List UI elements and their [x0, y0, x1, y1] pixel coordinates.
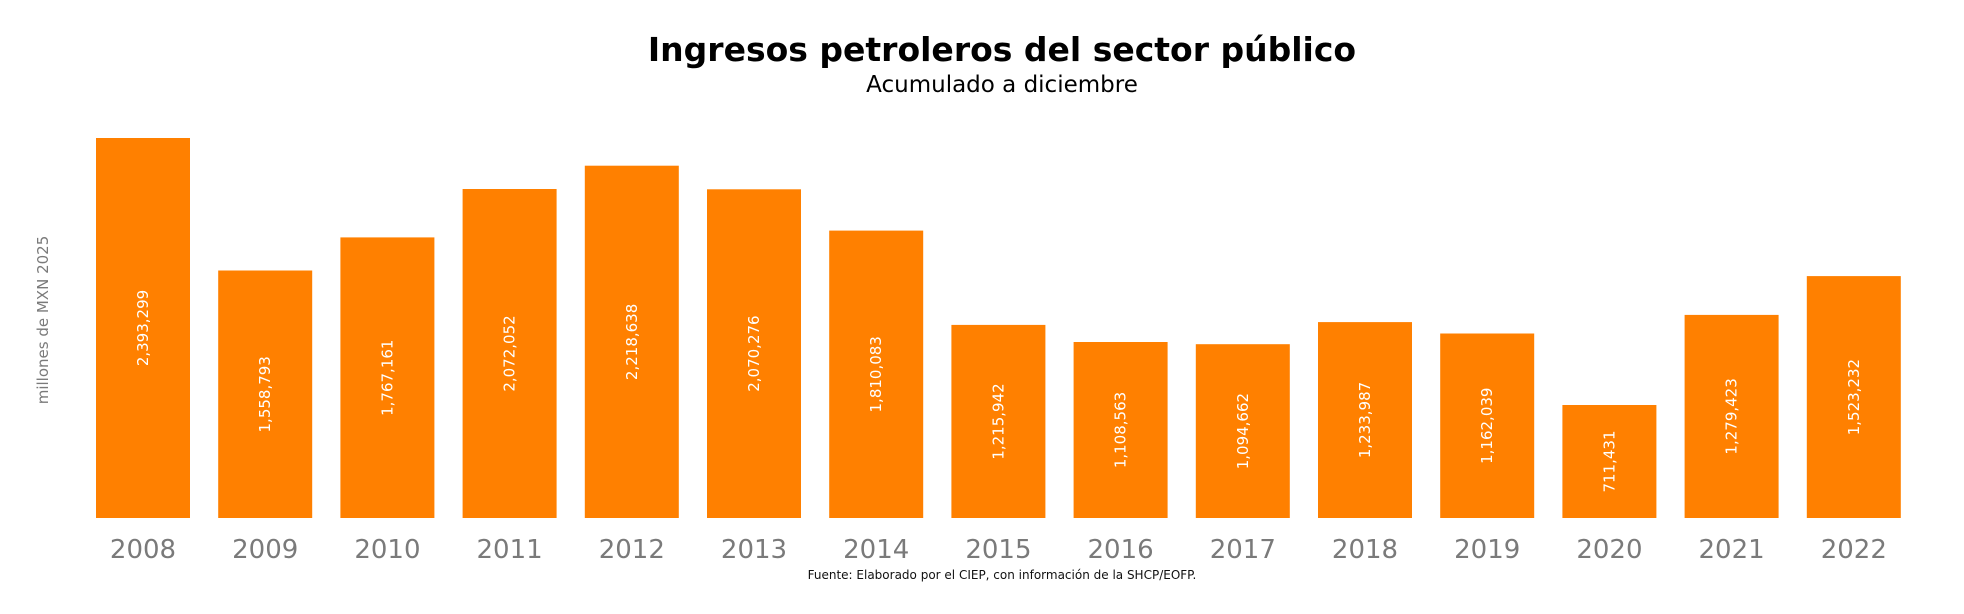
value-label-2008: 2,393,299 [134, 290, 152, 366]
bar-2020 [1562, 405, 1657, 518]
source-note: Fuente: Elaborado por el CIEP, con infor… [807, 568, 1197, 582]
x-tick-label-2009: 2009 [232, 535, 298, 565]
bar-2017 [1195, 344, 1290, 518]
value-label-2013: 2,070,276 [745, 315, 763, 391]
x-tick-label-2016: 2016 [1088, 535, 1154, 565]
value-label-2018: 1,233,987 [1356, 382, 1374, 458]
bar-2018 [1318, 322, 1412, 518]
bar-2010 [340, 237, 435, 518]
bar-2021 [1684, 314, 1779, 518]
x-tick-label-2011: 2011 [477, 535, 543, 565]
x-tick-label-2013: 2013 [721, 535, 787, 565]
chart-title: Ingresos petroleros del sector público [647, 30, 1357, 69]
bar-2012 [584, 165, 679, 518]
x-tick-label-2018: 2018 [1332, 535, 1398, 565]
x-tick-label-2021: 2021 [1699, 535, 1765, 565]
bar-2022 [1806, 276, 1901, 518]
value-label-2010: 1,767,161 [378, 340, 396, 416]
value-label-2021: 1,279,423 [1723, 378, 1741, 454]
value-label-2014: 1,810,083 [867, 336, 885, 412]
x-tick-label-2012: 2012 [599, 535, 665, 565]
value-label-2016: 1,108,563 [1112, 392, 1130, 468]
value-label-2009: 1,558,793 [256, 356, 274, 432]
value-label-2017: 1,094,662 [1234, 393, 1252, 469]
x-tick-label-2020: 2020 [1576, 535, 1642, 565]
value-label-2022: 1,523,232 [1845, 359, 1863, 435]
x-tick-label-2019: 2019 [1454, 535, 1520, 565]
bar-2014 [829, 230, 924, 518]
value-label-2015: 1,215,942 [989, 383, 1007, 459]
bar-2009 [218, 270, 313, 518]
chart-subtitle: Acumulado a diciembre [866, 72, 1138, 98]
x-tick-label-2014: 2014 [843, 535, 909, 565]
value-label-2012: 2,218,638 [623, 304, 641, 380]
x-tick-label-2022: 2022 [1821, 535, 1887, 565]
value-label-2020: 711,431 [1600, 430, 1618, 492]
bar-2019 [1440, 333, 1535, 518]
x-tick-label-2010: 2010 [354, 535, 420, 565]
value-label-2011: 2,072,052 [501, 315, 519, 391]
bar-2015 [951, 324, 1046, 518]
bar-2011 [462, 189, 557, 518]
bar-2016 [1073, 342, 1168, 518]
value-label-2019: 1,162,039 [1478, 388, 1496, 464]
x-tick-label-2008: 2008 [110, 535, 176, 565]
x-tick-label-2015: 2015 [965, 535, 1031, 565]
x-tick-label-2017: 2017 [1210, 535, 1276, 565]
bar-2008 [96, 138, 190, 518]
bar-2013 [707, 189, 801, 519]
